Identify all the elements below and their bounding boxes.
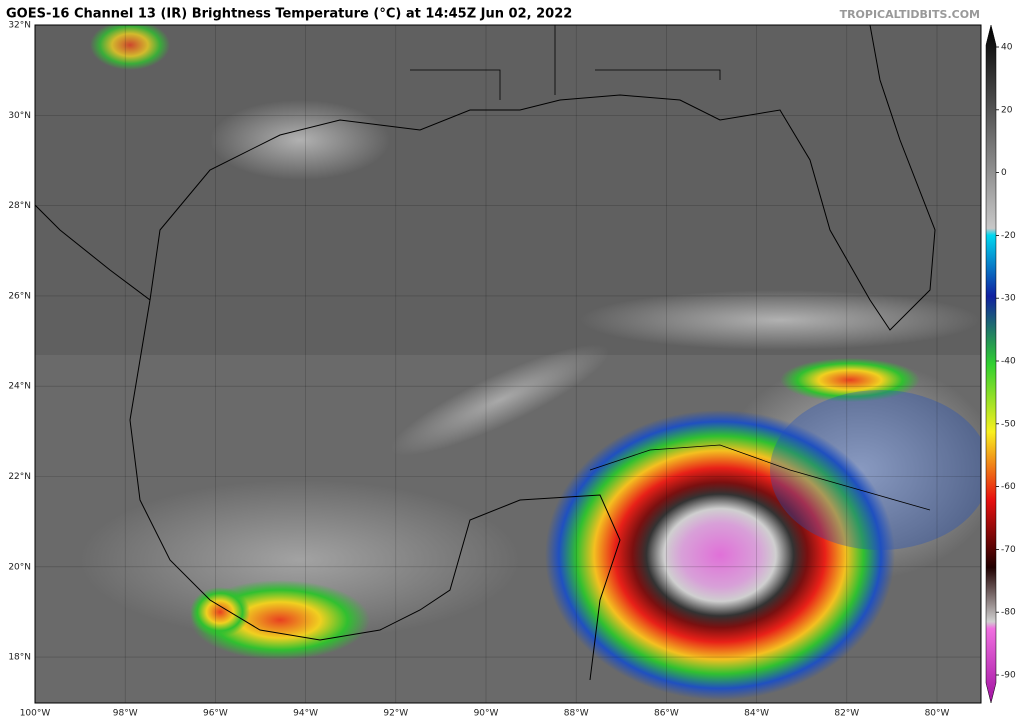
lon-label: 82°W xyxy=(834,709,859,719)
lat-label: 24°N xyxy=(8,382,31,392)
colorbar-tick-label: -90 xyxy=(1001,671,1016,681)
source: TROPICALTIDBITS.COM xyxy=(840,8,980,21)
lon-label: 98°W xyxy=(113,709,138,719)
colorbar-tick-label: -80 xyxy=(1001,608,1016,618)
colorbar-tick-label: 0 xyxy=(1001,168,1007,178)
colorbar-tick-label: -30 xyxy=(1001,294,1016,304)
lon-label: 92°W xyxy=(383,709,408,719)
lat-label: 32°N xyxy=(8,21,31,31)
colorbar xyxy=(985,24,997,704)
lon-label: 80°W xyxy=(925,709,950,719)
colorbar-tick-label: -50 xyxy=(1001,419,1016,429)
lat-label: 28°N xyxy=(8,201,31,211)
lon-label: 100°W xyxy=(20,709,51,719)
title: GOES-16 Channel 13 (IR) Brightness Tempe… xyxy=(6,7,572,22)
lon-label: 88°W xyxy=(564,709,589,719)
lon-label: 94°W xyxy=(293,709,318,719)
lat-label: 20°N xyxy=(8,562,31,572)
lon-label: 90°W xyxy=(474,709,499,719)
colorbar-tick-label: -70 xyxy=(1001,545,1016,555)
colorbar-tick-label: 20 xyxy=(1001,105,1013,115)
lon-label: 96°W xyxy=(203,709,228,719)
colorbar-tick-label: -40 xyxy=(1001,357,1016,367)
lat-label: 30°N xyxy=(8,111,31,121)
map-frame xyxy=(34,24,982,704)
colorbar-tick-label: -20 xyxy=(1001,231,1016,241)
lat-label: 18°N xyxy=(8,653,31,663)
lat-label: 22°N xyxy=(8,472,31,482)
satellite-image xyxy=(35,25,981,703)
colorbar-tick-label: -60 xyxy=(1001,482,1016,492)
colorbar-tick-label: 40 xyxy=(1001,43,1013,53)
lon-label: 86°W xyxy=(654,709,679,719)
lon-label: 84°W xyxy=(744,709,769,719)
lat-label: 26°N xyxy=(8,291,31,301)
